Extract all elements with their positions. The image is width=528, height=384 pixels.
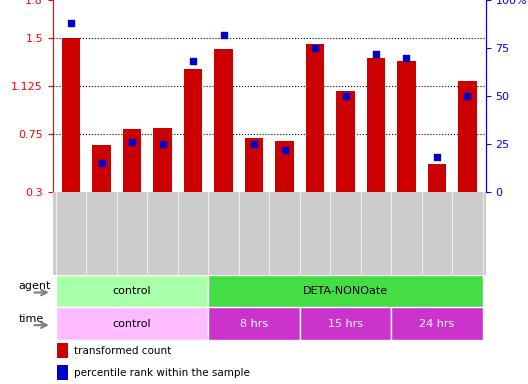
Bar [62,38,80,192]
Point [463,93,472,99]
Text: transformed count: transformed count [74,346,172,356]
Bar [123,129,141,192]
Point [372,51,380,57]
Point [433,154,441,161]
Point [189,58,197,65]
Point [67,20,76,26]
Bar [209,275,483,307]
Bar [300,307,391,340]
Point [402,55,411,61]
Bar [367,58,385,192]
Bar [214,49,233,192]
Text: time: time [18,314,44,324]
Bar [428,164,446,192]
Bar [209,307,300,340]
Text: percentile rank within the sample: percentile rank within the sample [74,368,250,378]
Point [280,147,289,153]
Bar [57,343,68,358]
Bar [391,307,483,340]
Bar [458,81,477,192]
Bar [154,128,172,192]
Bar [276,141,294,192]
Point [250,141,258,147]
Bar [336,91,355,192]
Point [158,141,167,147]
Bar [56,307,209,340]
Point [219,31,228,38]
Point [128,139,136,145]
Point [311,45,319,51]
Text: agent: agent [18,281,51,291]
Text: DETA-NONOate: DETA-NONOate [303,286,388,296]
Text: 8 hrs: 8 hrs [240,318,268,329]
Text: control: control [113,286,152,296]
Bar [306,43,324,192]
Text: 24 hrs: 24 hrs [419,318,455,329]
Bar [57,365,68,381]
Bar [92,145,111,192]
Text: control: control [113,318,152,329]
Text: 15 hrs: 15 hrs [328,318,363,329]
Point [341,93,350,99]
Point [97,160,106,166]
Bar [56,275,209,307]
Bar [398,61,416,192]
Bar [245,138,263,192]
Bar [184,69,202,192]
